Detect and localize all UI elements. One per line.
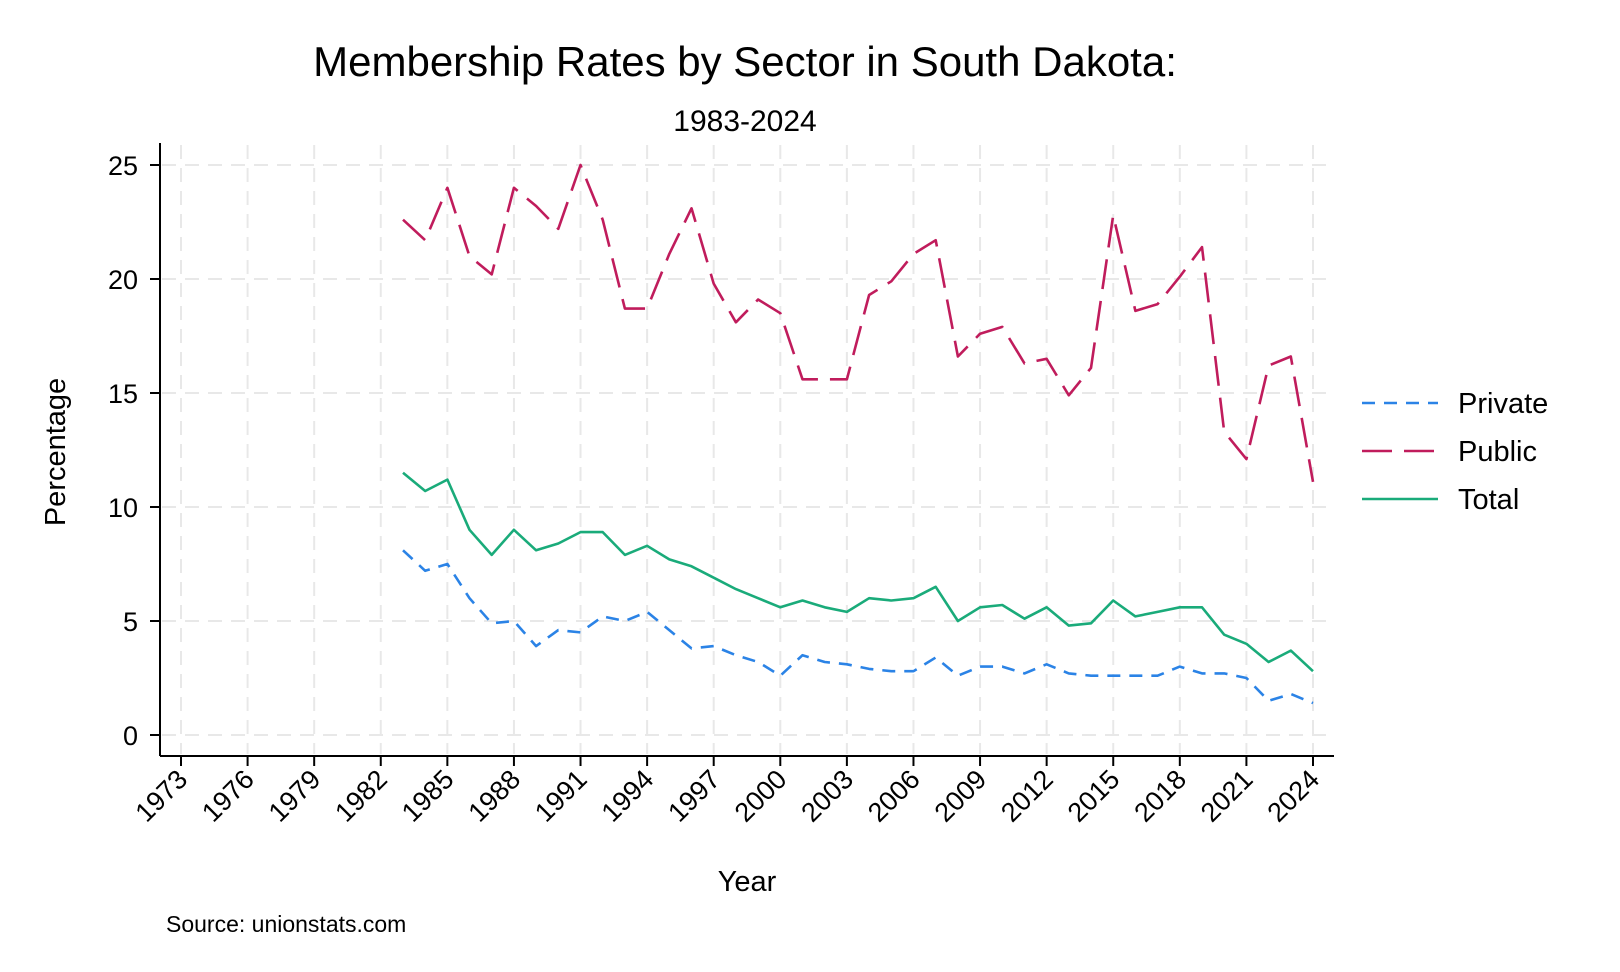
legend: Private Public Total: [1362, 388, 1548, 516]
y-axis-title: Percentage: [40, 378, 72, 526]
series-line-total: [402, 471, 1314, 673]
source-note: Source: unionstats.com: [166, 911, 406, 937]
chart-subtitle: 1983-2024: [673, 105, 816, 138]
legend-label-total: Total: [1458, 484, 1519, 516]
series-line-private: [402, 549, 1314, 705]
x-tick-label-2021: 2021: [1195, 764, 1259, 828]
legend-label-private: Private: [1458, 388, 1548, 420]
x-tick-label-2009: 2009: [929, 764, 993, 828]
legend-label-public: Public: [1458, 436, 1537, 468]
x-tick-label-1985: 1985: [396, 764, 460, 828]
axes: [159, 143, 1334, 757]
x-tick-label-1988: 1988: [462, 764, 526, 828]
x-tick-label-2018: 2018: [1128, 764, 1192, 828]
x-tick-label-2012: 2012: [995, 764, 1059, 828]
x-tick-label-1979: 1979: [263, 764, 327, 828]
x-tick-label-2000: 2000: [729, 764, 793, 828]
series-line-public: [402, 163, 1315, 483]
x-tick-label-1997: 1997: [662, 764, 726, 828]
y-axis-ticks: 0 5 10 15 20 25: [108, 151, 160, 751]
x-tick-label-1994: 1994: [596, 764, 660, 828]
y-tick-label-10: 10: [108, 493, 138, 523]
y-tick-label-0: 0: [123, 721, 138, 751]
x-axis-ticks: 1973 1976 1979 1982 1985 1988 1991 1994 1997 2000…: [130, 756, 1326, 828]
series-lines: [402, 163, 1315, 705]
x-tick-label-2015: 2015: [1062, 764, 1126, 828]
x-tick-label-2003: 2003: [795, 764, 859, 828]
x-tick-label-1982: 1982: [329, 764, 393, 828]
y-tick-label-25: 25: [108, 151, 138, 181]
gridlines: [162, 145, 1334, 754]
chart-title: Membership Rates by Sector in South Dako…: [313, 38, 1177, 85]
x-tick-label-1991: 1991: [529, 764, 593, 828]
x-axis-title: Year: [718, 866, 777, 898]
x-tick-label-1973: 1973: [130, 764, 194, 828]
x-tick-label-1976: 1976: [196, 764, 260, 828]
x-tick-label-2006: 2006: [862, 764, 926, 828]
y-tick-label-5: 5: [123, 607, 138, 637]
y-tick-label-15: 15: [108, 379, 138, 409]
x-tick-label-2024: 2024: [1262, 764, 1326, 828]
y-tick-label-20: 20: [108, 265, 138, 295]
